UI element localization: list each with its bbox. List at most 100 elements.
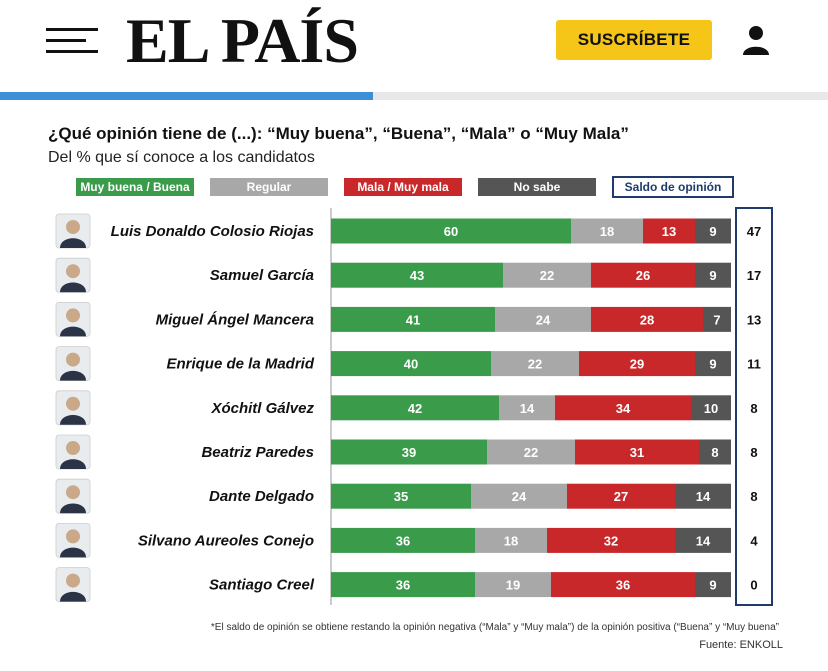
bar-segment bbox=[675, 527, 731, 553]
bar-value-label: 35 bbox=[394, 489, 408, 504]
bar-segment bbox=[503, 262, 591, 288]
bar-value-label: 36 bbox=[396, 578, 410, 593]
bar-value-label: 27 bbox=[614, 489, 628, 504]
bar-segment bbox=[475, 527, 547, 553]
avatar-face bbox=[66, 573, 80, 588]
bar-value-label: 42 bbox=[408, 401, 422, 416]
site-header: EL PAÍS SUSCRÍBETE bbox=[0, 0, 828, 92]
bar-segment bbox=[591, 262, 695, 288]
bar-value-label: 24 bbox=[512, 489, 527, 504]
bar-segment bbox=[499, 395, 555, 421]
subscribe-button[interactable]: SUSCRÍBETE bbox=[556, 20, 712, 60]
bar-value-label: 40 bbox=[404, 357, 418, 372]
bar-value-label: 60 bbox=[444, 224, 458, 239]
bar-value-label: 43 bbox=[410, 268, 424, 283]
bar-value-label: 9 bbox=[709, 224, 716, 239]
bar-value-label: 22 bbox=[540, 268, 554, 283]
legend-mala: Mala / Muy mala bbox=[344, 178, 462, 196]
bar-segment bbox=[575, 439, 699, 465]
bar-value-label: 36 bbox=[396, 533, 410, 548]
bar-segment bbox=[703, 306, 731, 332]
saldo-value: 8 bbox=[750, 401, 757, 416]
avatar-body bbox=[60, 547, 86, 558]
bar-value-label: 18 bbox=[600, 224, 614, 239]
avatar-body bbox=[60, 238, 86, 248]
avatar-body bbox=[60, 282, 86, 293]
bar-value-label: 19 bbox=[506, 578, 520, 593]
bar-value-label: 13 bbox=[662, 224, 676, 239]
bar-segment bbox=[471, 483, 567, 509]
saldo-value: 8 bbox=[750, 445, 757, 460]
bar-segment bbox=[331, 351, 491, 377]
bar-value-label: 34 bbox=[616, 401, 631, 416]
avatar-face bbox=[66, 485, 80, 500]
bar-segment bbox=[331, 306, 495, 332]
footnote: *El saldo de opinión se obtiene restando… bbox=[210, 622, 779, 633]
reading-progress-fill bbox=[0, 92, 373, 100]
bar-value-label: 9 bbox=[709, 268, 716, 283]
bar-segment bbox=[567, 483, 675, 509]
avatar-body bbox=[60, 503, 86, 514]
reading-progress-bar bbox=[0, 92, 828, 100]
stacked-bar-chart: Luis Donaldo Colosio Riojas 60 18 13 9 47Samu… bbox=[55, 207, 773, 606]
bar-value-label: 7 bbox=[713, 312, 720, 327]
avatar-body bbox=[60, 326, 86, 337]
bar-segment bbox=[491, 351, 579, 377]
bar-value-label: 8 bbox=[711, 445, 718, 460]
candidate-name: Enrique de la Madrid bbox=[166, 356, 314, 373]
source: Fuente: ENKOLL bbox=[699, 639, 783, 651]
avatar-face bbox=[66, 264, 80, 279]
chart-title: ¿Qué opinión tiene de (...): “Muy buena”… bbox=[48, 124, 629, 143]
bar-value-label: 28 bbox=[640, 312, 654, 327]
bar-segment bbox=[695, 351, 731, 377]
bar-segment bbox=[571, 218, 643, 244]
saldo-value: 17 bbox=[747, 268, 761, 283]
user-icon[interactable] bbox=[740, 24, 772, 56]
legend-muy-buena: Muy buena / Buena bbox=[76, 178, 194, 196]
bar-segment bbox=[331, 218, 571, 244]
saldo-value: 13 bbox=[747, 312, 761, 327]
bar-segment bbox=[331, 572, 475, 598]
bar-value-label: 24 bbox=[536, 312, 551, 327]
avatar-face bbox=[66, 352, 80, 367]
bar-segment bbox=[699, 439, 731, 465]
saldo-column-box bbox=[735, 207, 773, 606]
avatar-face bbox=[66, 441, 80, 455]
avatar-body bbox=[60, 415, 86, 425]
legend-regular: Regular bbox=[210, 178, 328, 196]
bar-segment bbox=[695, 218, 731, 244]
saldo-value: 47 bbox=[747, 224, 761, 239]
bar-value-label: 41 bbox=[406, 312, 420, 327]
menu-icon[interactable] bbox=[46, 28, 98, 54]
bar-value-label: 32 bbox=[604, 533, 618, 548]
bar-segment bbox=[331, 483, 471, 509]
avatar-body bbox=[60, 591, 86, 602]
avatar-face bbox=[66, 308, 80, 323]
bar-value-label: 9 bbox=[709, 357, 716, 372]
bar-segment bbox=[691, 395, 731, 421]
bar-segment bbox=[331, 395, 499, 421]
bar-value-label: 22 bbox=[524, 445, 538, 460]
bar-segment bbox=[495, 306, 591, 332]
site-logo[interactable]: EL PAÍS bbox=[126, 5, 359, 76]
candidate-name: Silvano Aureoles Conejo bbox=[138, 532, 314, 549]
bar-segment bbox=[695, 572, 731, 598]
bar-segment bbox=[643, 218, 695, 244]
bar-segment bbox=[487, 439, 575, 465]
bar-segment bbox=[331, 439, 487, 465]
bar-segment bbox=[579, 351, 695, 377]
candidate-name: Luis Donaldo Colosio Riojas bbox=[111, 223, 314, 240]
bar-value-label: 14 bbox=[696, 489, 711, 504]
bar-segment bbox=[331, 262, 503, 288]
avatar-face bbox=[66, 396, 80, 411]
bar-value-label: 22 bbox=[528, 357, 542, 372]
bar-segment bbox=[695, 262, 731, 288]
candidate-name: Santiago Creel bbox=[209, 577, 315, 594]
candidate-name: Xóchitl Gálvez bbox=[210, 400, 314, 417]
saldo-value: 0 bbox=[750, 578, 757, 593]
candidate-name: Dante Delgado bbox=[209, 488, 314, 505]
candidate-name: Beatriz Paredes bbox=[201, 444, 314, 461]
legend-saldo: Saldo de opinión bbox=[612, 176, 734, 198]
bar-segment bbox=[675, 483, 731, 509]
chart-subtitle: Del % que sí conoce a los candidatos bbox=[48, 149, 315, 166]
